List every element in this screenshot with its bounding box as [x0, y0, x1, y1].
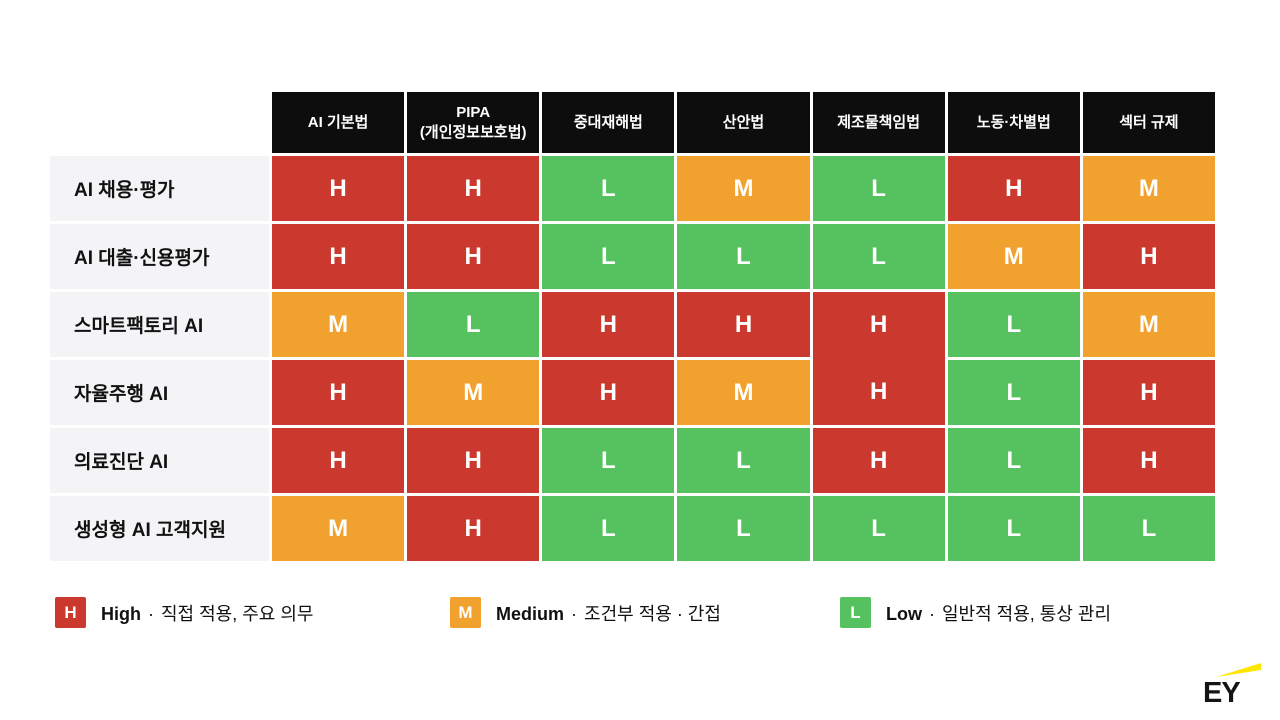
- risk-level-label: H: [869, 377, 888, 405]
- legend-separator: ·: [148, 603, 154, 624]
- legend-chip-high: H: [55, 597, 86, 628]
- legend-title-low: Low: [886, 603, 922, 624]
- risk-cell: M: [272, 292, 405, 357]
- risk-cell: L: [1082, 496, 1215, 561]
- risk-cell: L: [542, 224, 675, 289]
- legend-chip-low: L: [840, 597, 871, 628]
- row-header: AI 대출·신용평가: [50, 224, 269, 289]
- risk-cell: L: [947, 496, 1080, 561]
- risk-cell: M: [407, 360, 540, 425]
- risk-cell: H: [407, 224, 540, 289]
- risk-cell: H: [677, 292, 810, 357]
- column-header: 산안법: [677, 92, 810, 153]
- legend-desc-high: 직접 적용, 주요 의무: [161, 603, 314, 624]
- legend-chip-medium: M: [450, 597, 481, 628]
- risk-cell: M: [677, 156, 810, 221]
- risk-cell: L: [677, 224, 810, 289]
- risk-cell: H: [812, 428, 945, 493]
- row-header: 자율주행 AI: [50, 360, 269, 425]
- risk-cell: L: [947, 360, 1080, 425]
- corner-spacer: [50, 92, 269, 153]
- risk-cell: L: [947, 428, 1080, 493]
- risk-cell: L: [677, 496, 810, 561]
- column-header: 섹터 규제: [1082, 92, 1215, 153]
- column-header: 노동·차별법: [947, 92, 1080, 153]
- risk-cell: H: [407, 156, 540, 221]
- legend-item-low: L Low · 일반적 적용, 통상 관리: [840, 597, 1111, 628]
- risk-cell: L: [407, 292, 540, 357]
- legend-title-medium: Medium: [496, 603, 565, 624]
- row-header: 의료진단 AI: [50, 428, 269, 493]
- risk-cell: H: [1082, 224, 1215, 289]
- legend-separator: ·: [929, 603, 935, 624]
- risk-cell: M: [947, 224, 1080, 289]
- risk-cell: L: [677, 428, 810, 493]
- risk-cell: M: [1082, 156, 1215, 221]
- risk-matrix: AI 기본법 PIPA (개인정보보호법) 중대재해법 산안법 제조물책임법 노동·차별법…: [50, 92, 1215, 561]
- risk-cell: H: [542, 360, 675, 425]
- column-header: 중대재해법: [542, 92, 675, 153]
- row-header: 생성형 AI 고객지원: [50, 496, 269, 561]
- risk-cell: L: [542, 428, 675, 493]
- legend-text-high: High · 직접 적용, 주요 의무: [101, 600, 313, 626]
- column-header: AI 기본법: [272, 92, 405, 153]
- legend-item-medium: M Medium · 조건부 적용 · 간접: [450, 597, 721, 628]
- ey-beam-icon: [1216, 663, 1261, 677]
- risk-cell: H: [272, 224, 405, 289]
- legend-desc-medium: 조건부 적용 · 간접: [584, 603, 721, 624]
- risk-cell: H: [947, 156, 1080, 221]
- ey-logo-text: EY: [1203, 677, 1241, 709]
- risk-level-label: H: [869, 311, 888, 339]
- legend-item-high: H High · 직접 적용, 주요 의무: [55, 597, 313, 628]
- risk-cell: L: [812, 496, 945, 561]
- legend: H High · 직접 적용, 주요 의무 M Medium · 조건부 적용 · 간접…: [0, 597, 1280, 629]
- risk-cell: H: [272, 156, 405, 221]
- risk-cell: L: [542, 156, 675, 221]
- risk-cell: H: [542, 292, 675, 357]
- risk-cell: M: [1082, 292, 1215, 357]
- risk-cell: H: [272, 428, 405, 493]
- legend-desc-low: 일반적 적용, 통상 관리: [942, 603, 1112, 624]
- row-header: 스마트팩토리 AI: [50, 292, 269, 357]
- risk-cell: H: [407, 496, 540, 561]
- risk-cell: M: [272, 496, 405, 561]
- column-header: 제조물책임법: [812, 92, 945, 153]
- legend-title-high: High: [101, 603, 141, 624]
- risk-cell: L: [542, 496, 675, 561]
- risk-cell: H: [272, 360, 405, 425]
- risk-cell: H: [407, 428, 540, 493]
- risk-cell: L: [812, 224, 945, 289]
- legend-separator: ·: [571, 603, 578, 624]
- risk-cell: M: [677, 360, 810, 425]
- legend-text-medium: Medium · 조건부 적용 · 간접: [496, 600, 721, 626]
- risk-cell: L: [947, 292, 1080, 357]
- column-header: PIPA (개인정보보호법): [407, 92, 540, 153]
- legend-text-low: Low · 일반적 적용, 통상 관리: [886, 600, 1111, 626]
- ey-logo: EY: [1203, 663, 1261, 708]
- risk-cell: H: [1082, 360, 1215, 425]
- risk-cell: L: [812, 156, 945, 221]
- risk-cell: H: [1082, 428, 1215, 493]
- row-header: AI 채용·평가: [50, 156, 269, 221]
